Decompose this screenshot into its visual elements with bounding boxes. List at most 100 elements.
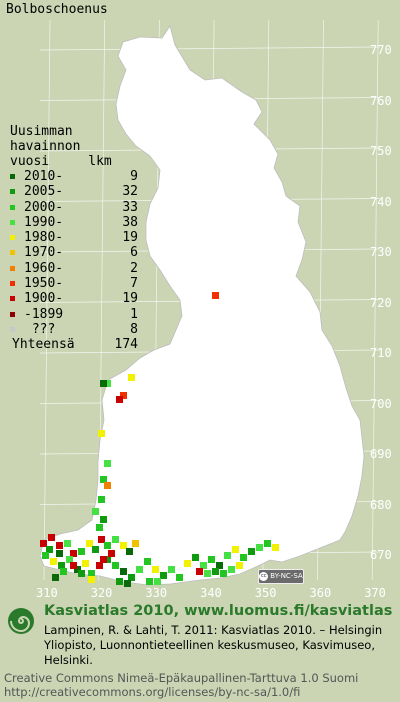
legend-row-count: 8 (110, 322, 138, 337)
legend-swatch (10, 189, 15, 194)
occurrence-square (146, 578, 153, 585)
occurrence-square (132, 540, 139, 547)
occurrence-square (216, 562, 223, 569)
legend-row: 1990- 38 (10, 215, 112, 230)
license-url[interactable]: http://creativecommons.org/licenses/by-n… (4, 685, 398, 699)
legend-row: 1970- 6 (10, 245, 112, 260)
y-axis-label: 700 (370, 397, 392, 411)
occurrence-square (236, 562, 243, 569)
legend-row-label: 1900- (24, 291, 63, 306)
occurrence-square (112, 536, 119, 543)
license-line-1: Creative Commons Nimeä-Epäkaupallinen-Ta… (4, 671, 398, 685)
legend-row-count: 19 (110, 291, 138, 306)
occurrence-square (204, 570, 211, 577)
spiral-logo-icon (6, 606, 36, 636)
occurrence-square (52, 574, 59, 581)
legend-swatch (10, 327, 15, 332)
occurrence-square (212, 292, 219, 299)
cc-license-badge[interactable]: cc BY-NC-SA (258, 569, 304, 584)
cc-icon: cc (259, 572, 268, 581)
occurrence-square (160, 572, 167, 579)
occurrence-square (100, 476, 107, 483)
occurrence-square (104, 460, 111, 467)
occurrence-square (70, 562, 77, 569)
occurrence-square (264, 540, 271, 547)
y-axis-label: 750 (370, 144, 392, 158)
occurrence-square (224, 552, 231, 559)
legend-row-count: 9 (110, 169, 138, 184)
legend-total-label: Yhteensä (12, 337, 75, 352)
occurrence-square (256, 544, 263, 551)
brand-title[interactable]: Kasviatlas 2010, www.luomus.fi/kasviatla… (44, 603, 392, 619)
occurrence-square (152, 566, 159, 573)
y-axis-label: 670 (370, 548, 392, 562)
occurrence-square (212, 568, 219, 575)
legend-row-label: 1950- (24, 276, 63, 291)
y-axis-label: 710 (370, 346, 392, 360)
occurrence-square (96, 524, 103, 531)
legend-row: 2005- 32 (10, 184, 112, 199)
legend-row: 1980- 19 (10, 230, 112, 245)
legend-row-count: 1 (110, 307, 138, 322)
legend-row-count: 38 (110, 215, 138, 230)
occurrence-square (82, 560, 89, 567)
legend-row-count: 6 (110, 245, 138, 260)
occurrence-square (66, 556, 73, 563)
y-axis-label: 770 (370, 43, 392, 57)
occurrence-square (228, 566, 235, 573)
legend-heading-3: vuosi lkm (10, 154, 112, 169)
legend-row: 1960- 2 (10, 261, 112, 276)
occurrence-square (144, 558, 151, 565)
legend-row-count: 2 (110, 261, 138, 276)
legend-row-label: ??? (24, 322, 55, 337)
x-axis-label: 370 (364, 586, 386, 600)
legend-row-label: 1960- (24, 261, 63, 276)
occurrence-square (220, 570, 227, 577)
occurrence-square (100, 516, 107, 523)
x-axis-label: 310 (36, 586, 58, 600)
occurrence-square (56, 542, 63, 549)
y-axis-label: 680 (370, 498, 392, 512)
occurrence-square (136, 566, 143, 573)
legend-swatch (10, 235, 15, 240)
legend-row: 1950- 7 (10, 276, 112, 291)
occurrence-square (168, 566, 175, 573)
occurrence-square (70, 550, 77, 557)
legend-swatch (10, 266, 15, 271)
occurrence-square (40, 540, 47, 547)
occurrence-square (272, 544, 279, 551)
legend-row: 2000- 33 (10, 200, 112, 215)
occurrence-square (86, 540, 93, 547)
legend: Uusimman havainnon vuosi lkm 2010- 9 2005-… (10, 124, 112, 353)
occurrence-square (176, 574, 183, 581)
x-axis-label: 350 (255, 586, 277, 600)
occurrence-square (100, 556, 107, 563)
cc-badge-text: BY-NC-SA (270, 572, 302, 580)
occurrence-square (92, 546, 99, 553)
occurrence-square (192, 554, 199, 561)
occurrence-square (128, 374, 135, 381)
legend-heading-2: havainnon (10, 139, 112, 154)
legend-row-label: 2010- (24, 169, 63, 184)
occurrence-square (154, 578, 161, 585)
legend-row-label: 1990- (24, 215, 63, 230)
map-title: Bolboschoenus (6, 2, 108, 17)
x-axis-label: 330 (145, 586, 167, 600)
occurrence-square (60, 568, 67, 575)
legend-total: Yhteensä 174 (10, 337, 112, 353)
y-axis-label: 730 (370, 245, 392, 259)
occurrence-square (108, 550, 115, 557)
legend-row: -1899 1 (10, 307, 112, 322)
occurrence-square (98, 430, 105, 437)
occurrence-square (240, 554, 247, 561)
legend-heading-1: Uusimman (10, 124, 112, 139)
occurrence-square (48, 534, 55, 541)
occurrence-square (184, 560, 191, 567)
occurrence-square (116, 578, 123, 585)
occurrence-square (200, 562, 207, 569)
legend-row: 1900- 19 (10, 291, 112, 306)
occurrence-square (208, 556, 215, 563)
y-axis-label: 690 (370, 447, 392, 461)
legend-swatch (10, 220, 15, 225)
occurrence-square (100, 380, 107, 387)
